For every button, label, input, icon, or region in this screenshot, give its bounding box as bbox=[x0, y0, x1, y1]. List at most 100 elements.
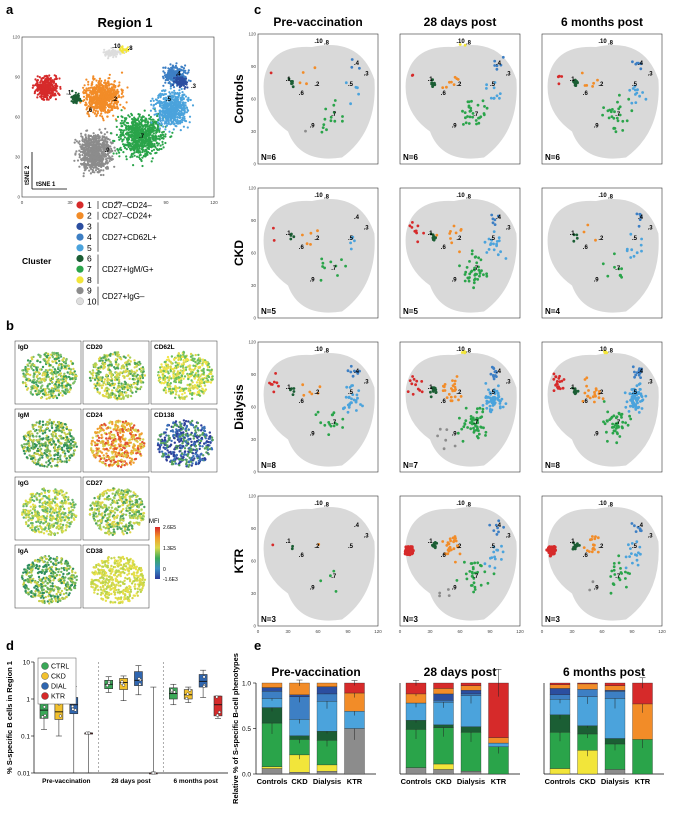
marker-map-point bbox=[120, 384, 123, 388]
tsne-point-c7 bbox=[124, 124, 128, 127]
tsne-point-c2 bbox=[91, 83, 94, 86]
tsne-point-c5 bbox=[183, 104, 186, 107]
marker-map-point bbox=[23, 374, 26, 377]
tsne-point-c7 bbox=[141, 150, 144, 154]
tsne-point-c1 bbox=[54, 84, 57, 87]
tsne-point-c7 bbox=[115, 152, 118, 155]
tsne-point-c4 bbox=[171, 64, 174, 67]
marker-map-point bbox=[172, 376, 175, 379]
tsne-point-c9 bbox=[94, 159, 98, 162]
marker-map-point bbox=[46, 352, 50, 356]
tsne-point-c5 bbox=[169, 87, 172, 90]
tsne-point-c9 bbox=[87, 143, 90, 146]
tsne-point-c3 bbox=[174, 81, 178, 84]
tsne-point-c7 bbox=[153, 129, 156, 132]
marker-map-point bbox=[123, 386, 126, 389]
tsne-point-c1 bbox=[51, 83, 54, 87]
legend-number: 3 bbox=[87, 221, 92, 231]
marker-map-point bbox=[138, 360, 141, 364]
tsne-point-c7 bbox=[130, 154, 133, 157]
tsne-point-c5 bbox=[178, 106, 181, 109]
tsne-point-c1 bbox=[45, 74, 49, 78]
marker-map-point bbox=[129, 389, 133, 392]
marker-map-point bbox=[116, 355, 119, 358]
tsne-point-c4 bbox=[165, 77, 168, 81]
tsne-point-c4 bbox=[169, 75, 172, 78]
tsne-point-c7 bbox=[132, 164, 135, 167]
tsne-point-c9 bbox=[87, 135, 91, 138]
marker-map-point bbox=[188, 383, 191, 386]
marker-map-point bbox=[198, 385, 201, 388]
marker-map-point bbox=[62, 380, 66, 383]
marker-map-point bbox=[57, 389, 60, 392]
tsne-point-c9 bbox=[86, 151, 89, 154]
marker-map-point bbox=[58, 359, 61, 363]
marker-map-point bbox=[201, 358, 205, 362]
tsne-point-c2 bbox=[92, 111, 95, 114]
tsne-point-c9 bbox=[89, 141, 92, 144]
marker-map-point bbox=[198, 379, 201, 382]
tsne-point-c10 bbox=[111, 53, 114, 56]
tsne-point-c7 bbox=[146, 121, 149, 124]
tsne-point-c5 bbox=[158, 119, 162, 122]
tsne-point-c2 bbox=[118, 81, 121, 84]
marker-map-cd20: CD20 bbox=[82, 340, 150, 405]
tsne-point-c7 bbox=[127, 127, 130, 130]
marker-map-point bbox=[63, 360, 67, 364]
tsne-point-c3 bbox=[182, 83, 185, 86]
tsne-point-c4 bbox=[163, 71, 166, 74]
marker-map-point bbox=[104, 359, 108, 362]
y-tick-label: 30 bbox=[15, 155, 21, 160]
marker-map-point bbox=[203, 384, 207, 387]
tsne-point-c2 bbox=[97, 98, 100, 101]
tsne-point-c2 bbox=[121, 91, 124, 94]
y-tick-label: 90 bbox=[15, 75, 21, 80]
tsne-point-c5 bbox=[165, 115, 168, 118]
marker-map-point bbox=[176, 354, 180, 357]
tsne-point-c2 bbox=[95, 92, 98, 95]
tsne-point-c9 bbox=[94, 149, 97, 152]
marker-map-point bbox=[197, 393, 200, 396]
legend-number: 9 bbox=[87, 286, 92, 296]
tsne-point-c2 bbox=[111, 92, 114, 95]
marker-map-point bbox=[202, 392, 205, 395]
tsne-point-c9 bbox=[114, 149, 117, 152]
tsne-point-c9 bbox=[96, 133, 100, 137]
tsne-point-c7 bbox=[146, 129, 149, 132]
marker-map-point bbox=[26, 359, 30, 362]
tsne-point-c7 bbox=[154, 139, 157, 142]
legend-group-label: CD27–CD24– bbox=[102, 201, 152, 210]
tsne-point-c10 bbox=[104, 54, 107, 57]
marker-map-point bbox=[106, 387, 109, 390]
tsne-point-c2 bbox=[125, 101, 128, 104]
marker-map-point bbox=[209, 381, 213, 384]
tsne-point-c7 bbox=[130, 112, 133, 115]
marker-map-point bbox=[111, 353, 115, 356]
tsne-point-c5 bbox=[162, 89, 165, 92]
tsne-point-c5 bbox=[188, 121, 191, 124]
marker-map-point bbox=[93, 386, 97, 390]
marker-map-point bbox=[136, 387, 139, 391]
marker-map-point bbox=[210, 378, 213, 381]
marker-map-point bbox=[186, 383, 189, 387]
tsne-point-c5 bbox=[164, 120, 167, 124]
marker-map-point bbox=[173, 366, 177, 370]
tsne-point-c10 bbox=[118, 50, 121, 53]
legend-swatch-c7 bbox=[76, 265, 84, 273]
tsne-point-c7 bbox=[132, 141, 136, 144]
marker-map-point bbox=[115, 366, 119, 370]
tsne-point-c10 bbox=[103, 48, 106, 51]
marker-map-point bbox=[32, 378, 35, 382]
tsne-point-c7 bbox=[143, 109, 146, 112]
marker-map-point bbox=[106, 379, 109, 382]
marker-map-point bbox=[203, 360, 207, 364]
tsne-point-c1 bbox=[36, 96, 39, 99]
tsne-point-c7 bbox=[150, 149, 154, 152]
tsne-point-c7 bbox=[152, 138, 155, 141]
panel-label-c: c bbox=[254, 2, 261, 17]
tsne-point-c1 bbox=[44, 82, 47, 85]
legend-number: 5 bbox=[87, 243, 92, 253]
tsne-point-c2 bbox=[102, 109, 105, 112]
marker-map-point bbox=[107, 381, 110, 385]
marker-map-point bbox=[69, 368, 73, 371]
